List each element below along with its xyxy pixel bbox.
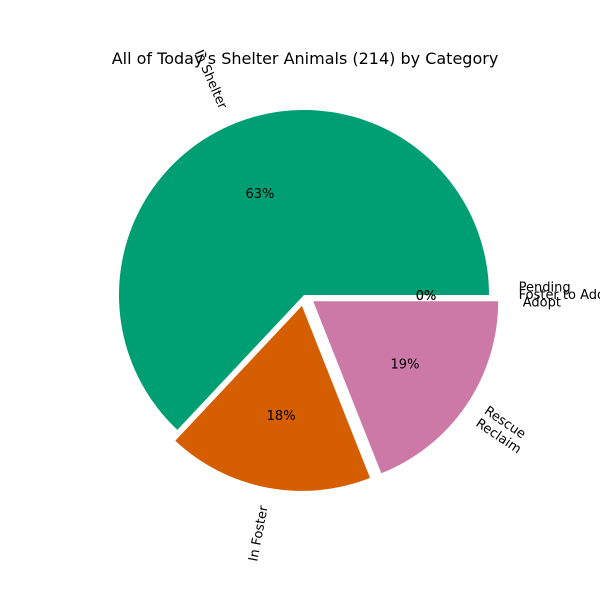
slice-label-foster-to-adopt: Foster to Adopt [519, 288, 600, 303]
slice-pct-pending-adopt: 0% [416, 289, 437, 304]
slice-pct-in-shelter: 63% [245, 187, 274, 202]
slice-pct-in-foster: 18% [267, 409, 296, 424]
slice-pct-rescue-reclaim: 19% [391, 358, 420, 373]
pie-slices [119, 110, 499, 491]
chart-title: All of Today's Shelter Animals (214) by … [112, 49, 499, 68]
pie-slice-in-shelter [119, 110, 490, 430]
pie-slice-in-foster [175, 305, 371, 491]
slice-label-rescue-reclaim: RescueReclaim [473, 404, 532, 458]
slice-label-pending-adopt: Pending Adopt [519, 281, 571, 311]
slice-label-in-foster: In Foster [246, 504, 271, 563]
slice-pct-foster-to-adopt: 0% [416, 289, 437, 304]
pie-slice-rescue-reclaim [313, 301, 499, 474]
